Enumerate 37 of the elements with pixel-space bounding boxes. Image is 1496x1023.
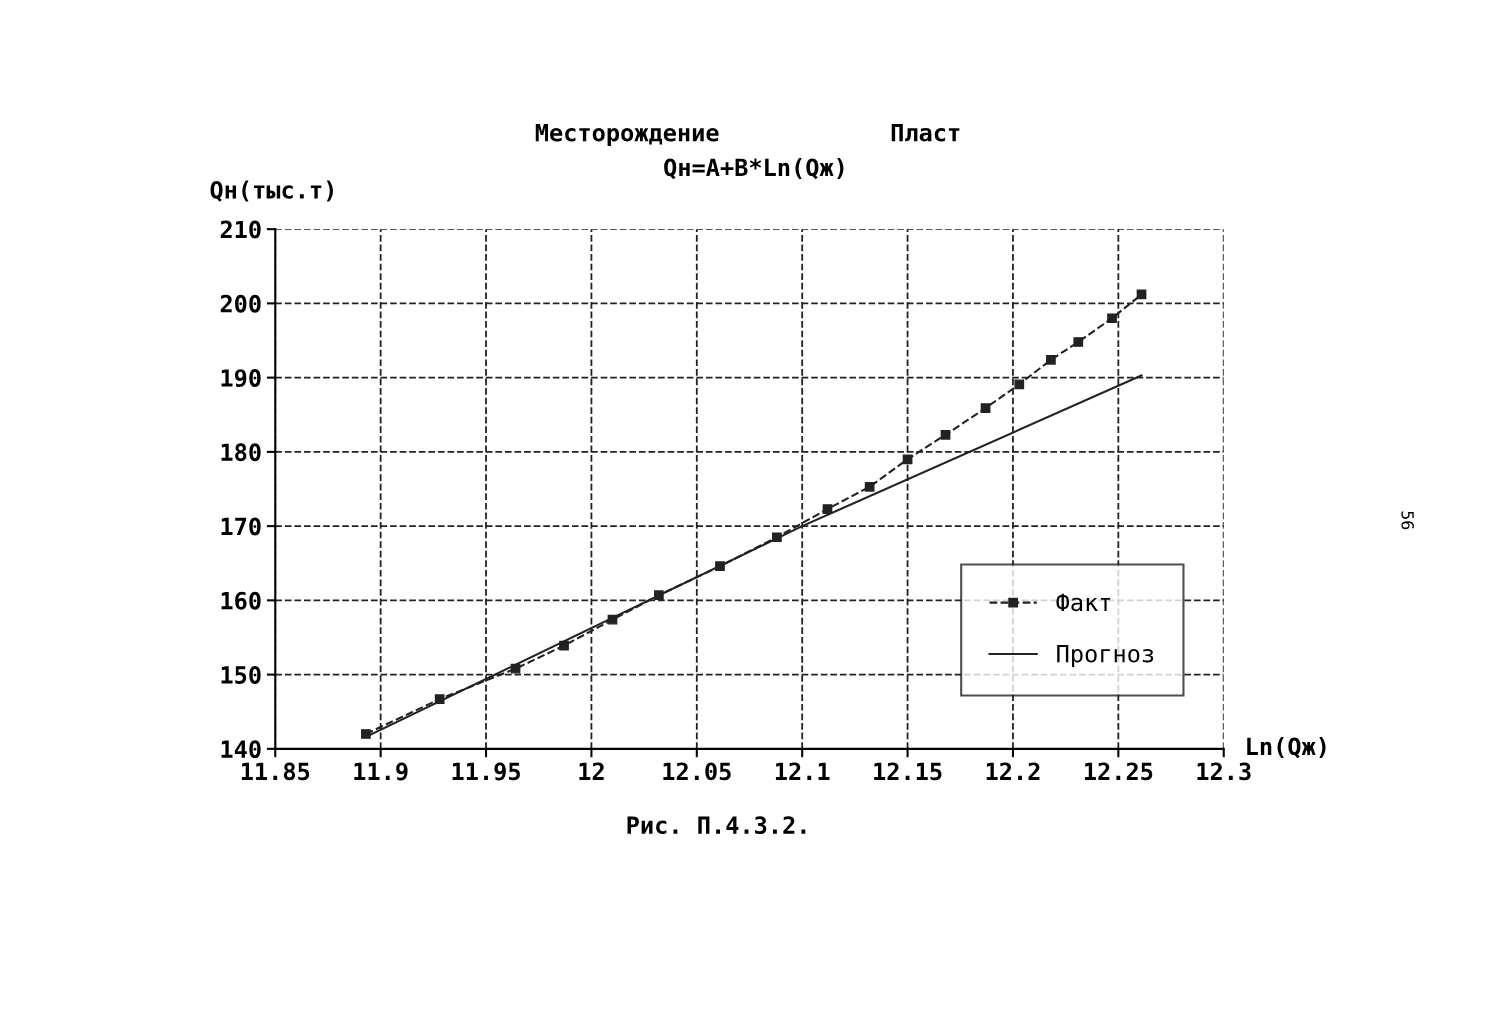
- y-tick-label: 210: [220, 220, 261, 239]
- x-tick-label: 12.3: [1197, 762, 1251, 781]
- y-tick-label: 190: [221, 369, 261, 388]
- y-tick-label: 160: [221, 591, 261, 610]
- point: [559, 640, 569, 651]
- chart-title: Месторождение Пласт: [535, 123, 960, 147]
- point: [1073, 337, 1084, 347]
- y-tick-label: 150: [221, 666, 261, 684]
- text: 56: [1401, 511, 1414, 530]
- point: [902, 454, 913, 465]
- x-tick-label: 12: [579, 762, 604, 780]
- text: Рис. П.4.3.2.: [627, 816, 806, 835]
- x-tick-label: 11.9: [354, 762, 408, 781]
- y-tick-label: 170: [221, 517, 261, 536]
- x-tick-label: 11.95: [452, 762, 520, 781]
- point: [940, 429, 951, 440]
- legend-label: Прогноз: [1057, 645, 1154, 668]
- point: [1107, 313, 1117, 324]
- y-axis-title: Qн(тыс.т): [210, 180, 333, 202]
- x-tick-label: 11.85: [241, 762, 310, 781]
- point: [361, 729, 371, 739]
- x-axis-title: Ln(Qж): [1247, 737, 1326, 759]
- x-tick-label: 12.05: [663, 762, 731, 781]
- point: [822, 504, 833, 514]
- legend-label: Факт: [1056, 593, 1111, 612]
- point: [1046, 354, 1056, 365]
- x-tick-label: 12.1: [775, 762, 830, 780]
- point: [980, 403, 991, 413]
- y-tick-label: 200: [220, 294, 261, 313]
- point: [1014, 379, 1025, 390]
- x-tick-label: 12.25: [1084, 762, 1153, 781]
- x-tick-label: 12.15: [874, 762, 942, 781]
- y-tick-label: 180: [221, 443, 261, 462]
- point: [864, 481, 875, 492]
- y-tick-label: 140: [221, 740, 261, 759]
- x-tick-label: 12.2: [986, 762, 1040, 780]
- chart-subtitle: Qн=A+B*Ln(Qж): [664, 158, 844, 180]
